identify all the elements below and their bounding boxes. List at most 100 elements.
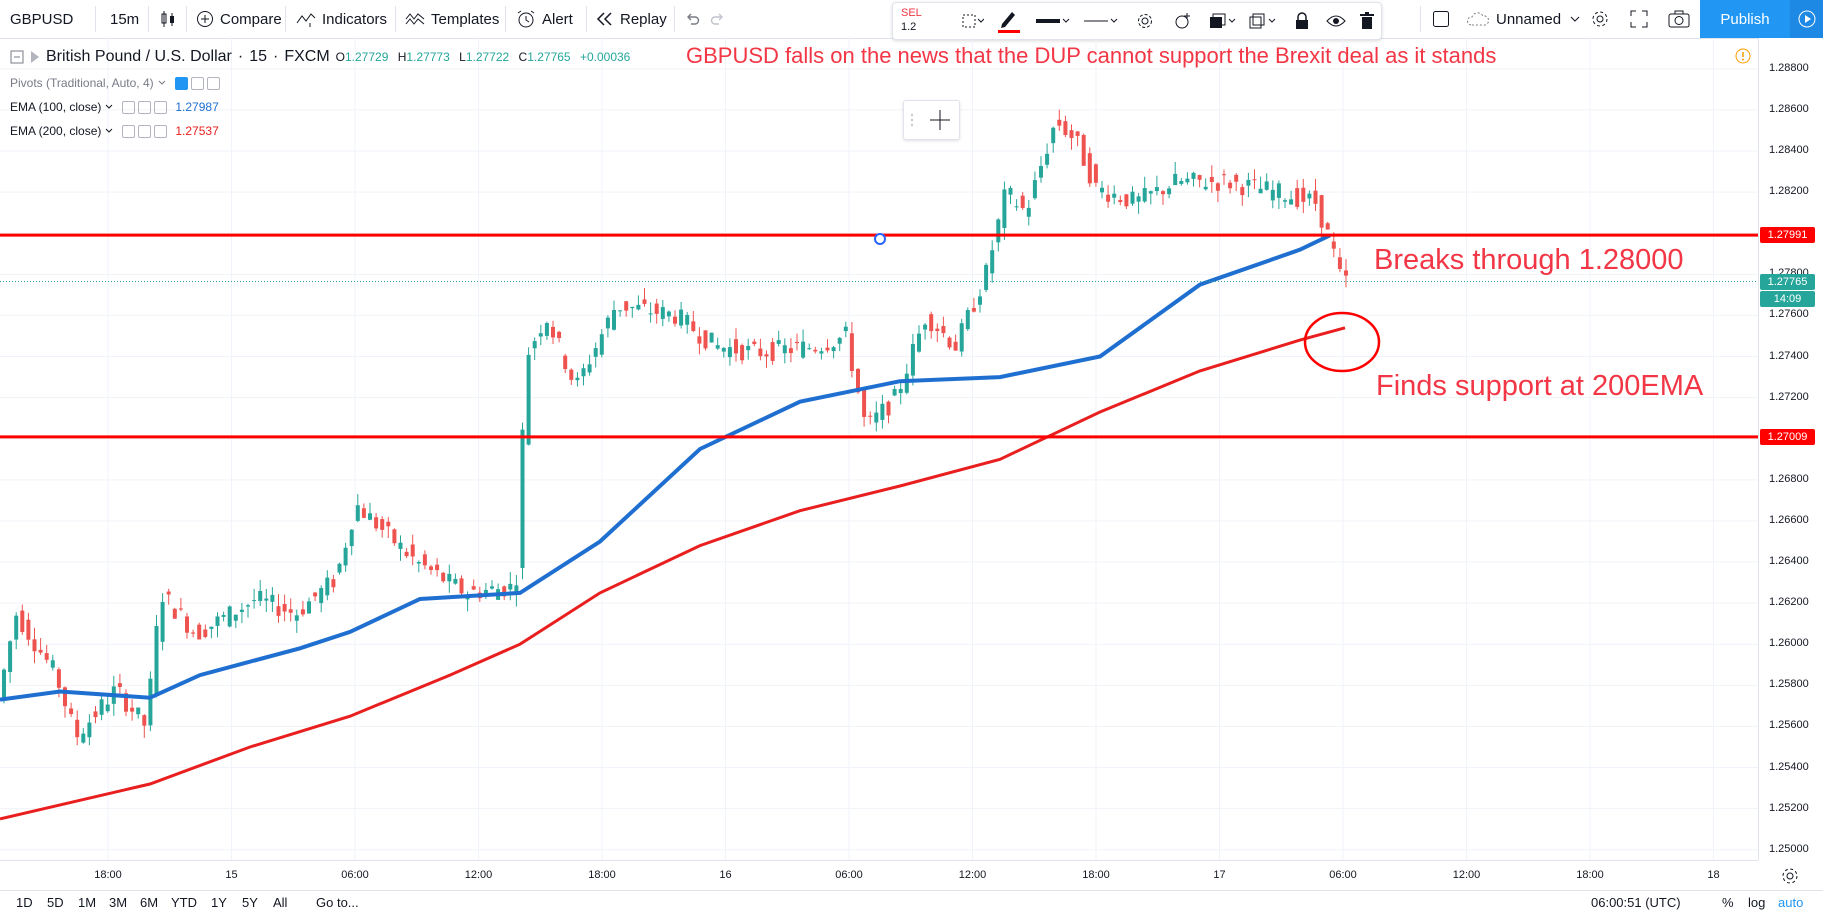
goto-button[interactable]: Go to... [316, 895, 359, 910]
close-icon[interactable] [154, 124, 168, 138]
close-icon[interactable] [154, 100, 168, 114]
undo-button[interactable] [684, 0, 706, 38]
compare-button[interactable]: Compare [196, 0, 282, 38]
time-tick: 18 [1707, 869, 1720, 881]
visibility-icon[interactable] [122, 124, 136, 138]
settings-button[interactable] [1590, 0, 1616, 38]
candle-body [398, 542, 403, 549]
clone-button[interactable] [1245, 3, 1281, 39]
range-button[interactable]: All [273, 895, 288, 910]
candle-body [1270, 189, 1275, 201]
range-button[interactable]: 1D [16, 895, 33, 910]
symbol-label: GBPUSD [10, 10, 74, 28]
candle-body [1032, 180, 1037, 199]
lock-button[interactable] [1287, 3, 1317, 39]
ema100-legend[interactable]: EMA (100, close) 1.27987 [10, 100, 219, 114]
headline-annotation[interactable]: GBPUSD falls on the news that the DUP ca… [686, 43, 1497, 68]
line-style-button[interactable] [1081, 3, 1121, 39]
range-button[interactable]: YTD [171, 895, 197, 910]
line-handle[interactable] [874, 233, 886, 245]
log-toggle[interactable]: log [1748, 895, 1766, 910]
ema200-line [0, 326, 1346, 821]
price-tick: 1.28400 [1769, 144, 1809, 157]
candle-body [1020, 195, 1025, 208]
publish-button[interactable]: Publish [1700, 0, 1790, 38]
divider [285, 6, 286, 32]
support-annotation[interactable]: Finds support at 200EMA [1376, 370, 1704, 402]
publish-menu-button[interactable] [1790, 0, 1823, 38]
candle-body [923, 324, 928, 330]
candle-body [978, 296, 982, 305]
chart-settings-icon[interactable] [1780, 866, 1800, 886]
layout-menu-button[interactable]: Unnamed [1466, 0, 1587, 38]
price-chart[interactable] [0, 38, 1758, 860]
candle-body [679, 309, 684, 326]
line-width-button[interactable] [1033, 3, 1073, 39]
candle-body [593, 348, 598, 357]
candle-body [355, 505, 360, 521]
add-alert-button[interactable] [1167, 3, 1199, 39]
candle-body [313, 592, 318, 597]
range-button[interactable]: 5Y [242, 895, 258, 910]
draw-tool-select-button[interactable] [957, 3, 989, 39]
clock[interactable]: 06:00:51 (UTC) [1591, 895, 1681, 910]
auto-toggle[interactable]: auto [1778, 895, 1804, 910]
break-annotation[interactable]: Breaks through 1.28000 [1374, 244, 1684, 276]
candle-body [1148, 191, 1153, 194]
interval-label: 15m [110, 10, 140, 28]
pivots-legend[interactable]: Pivots (Traditional, Auto, 4) [10, 76, 220, 90]
price-tick: 1.28200 [1769, 185, 1809, 198]
hide-button[interactable] [1321, 3, 1351, 39]
candle-body [1258, 188, 1263, 194]
fullscreen-toggle-button[interactable] [1432, 0, 1456, 38]
price-tag-last: 1.27765 [1760, 273, 1815, 290]
snapshot-button[interactable] [1668, 0, 1696, 38]
candle-body [349, 529, 354, 547]
range-button[interactable]: 1Y [211, 895, 227, 910]
candle-body [337, 563, 342, 573]
price-tick: 1.25200 [1769, 801, 1809, 814]
open-label: O [335, 50, 345, 64]
drawing-settings-button[interactable] [1129, 3, 1161, 39]
candle-body [1264, 181, 1269, 190]
fullscreen-button[interactable] [1630, 0, 1654, 38]
candle-body [947, 337, 952, 348]
candle-body [831, 347, 836, 352]
info-icon[interactable] [1735, 48, 1751, 64]
time-scale[interactable]: 18:00 15 06:00 12:00 18:00 16 06:00 12:00 18:00 1… [0, 860, 1758, 891]
collapse-icon[interactable] [10, 50, 24, 64]
chart-type-button[interactable] [158, 0, 184, 38]
range-button[interactable]: 1M [78, 895, 97, 910]
sell-button[interactable]: SEL 1.2 [901, 6, 935, 36]
candle-body [239, 609, 244, 612]
interval-button[interactable]: 15m [110, 0, 139, 38]
templates-button[interactable]: Templates [405, 0, 499, 38]
support-circle-annotation[interactable] [1303, 311, 1381, 373]
symbol-search-button[interactable]: GBPUSD [10, 0, 73, 38]
price-scale[interactable]: 1.288001.286001.284001.282001.280001.278… [1758, 38, 1823, 860]
range-button[interactable]: 5D [47, 895, 64, 910]
replay-button[interactable]: Replay [596, 0, 667, 38]
visual-order-button[interactable] [1205, 3, 1241, 39]
candle-body [1319, 195, 1324, 228]
candle-body [587, 364, 592, 373]
alert-button[interactable]: Alert [516, 0, 573, 38]
crosshair-widget[interactable] [903, 100, 960, 140]
settings-icon[interactable] [190, 76, 204, 90]
line-color-button[interactable] [993, 3, 1025, 39]
visibility-icon[interactable] [174, 76, 188, 90]
divider [95, 6, 96, 32]
range-button[interactable]: 6M [140, 895, 159, 910]
close-icon[interactable] [206, 76, 220, 90]
percent-toggle[interactable]: % [1722, 895, 1734, 910]
settings-icon[interactable] [138, 124, 152, 138]
range-button[interactable]: 3M [109, 895, 128, 910]
time-tick: 12:00 [958, 869, 987, 881]
delete-button[interactable] [1353, 3, 1381, 39]
ema200-legend[interactable]: EMA (200, close) 1.27537 [10, 124, 219, 138]
visibility-icon[interactable] [122, 100, 136, 114]
candle-body [1344, 270, 1348, 276]
settings-icon[interactable] [138, 100, 152, 114]
indicators-button[interactable]: Indicators [296, 0, 387, 38]
redo-button[interactable] [710, 0, 732, 38]
